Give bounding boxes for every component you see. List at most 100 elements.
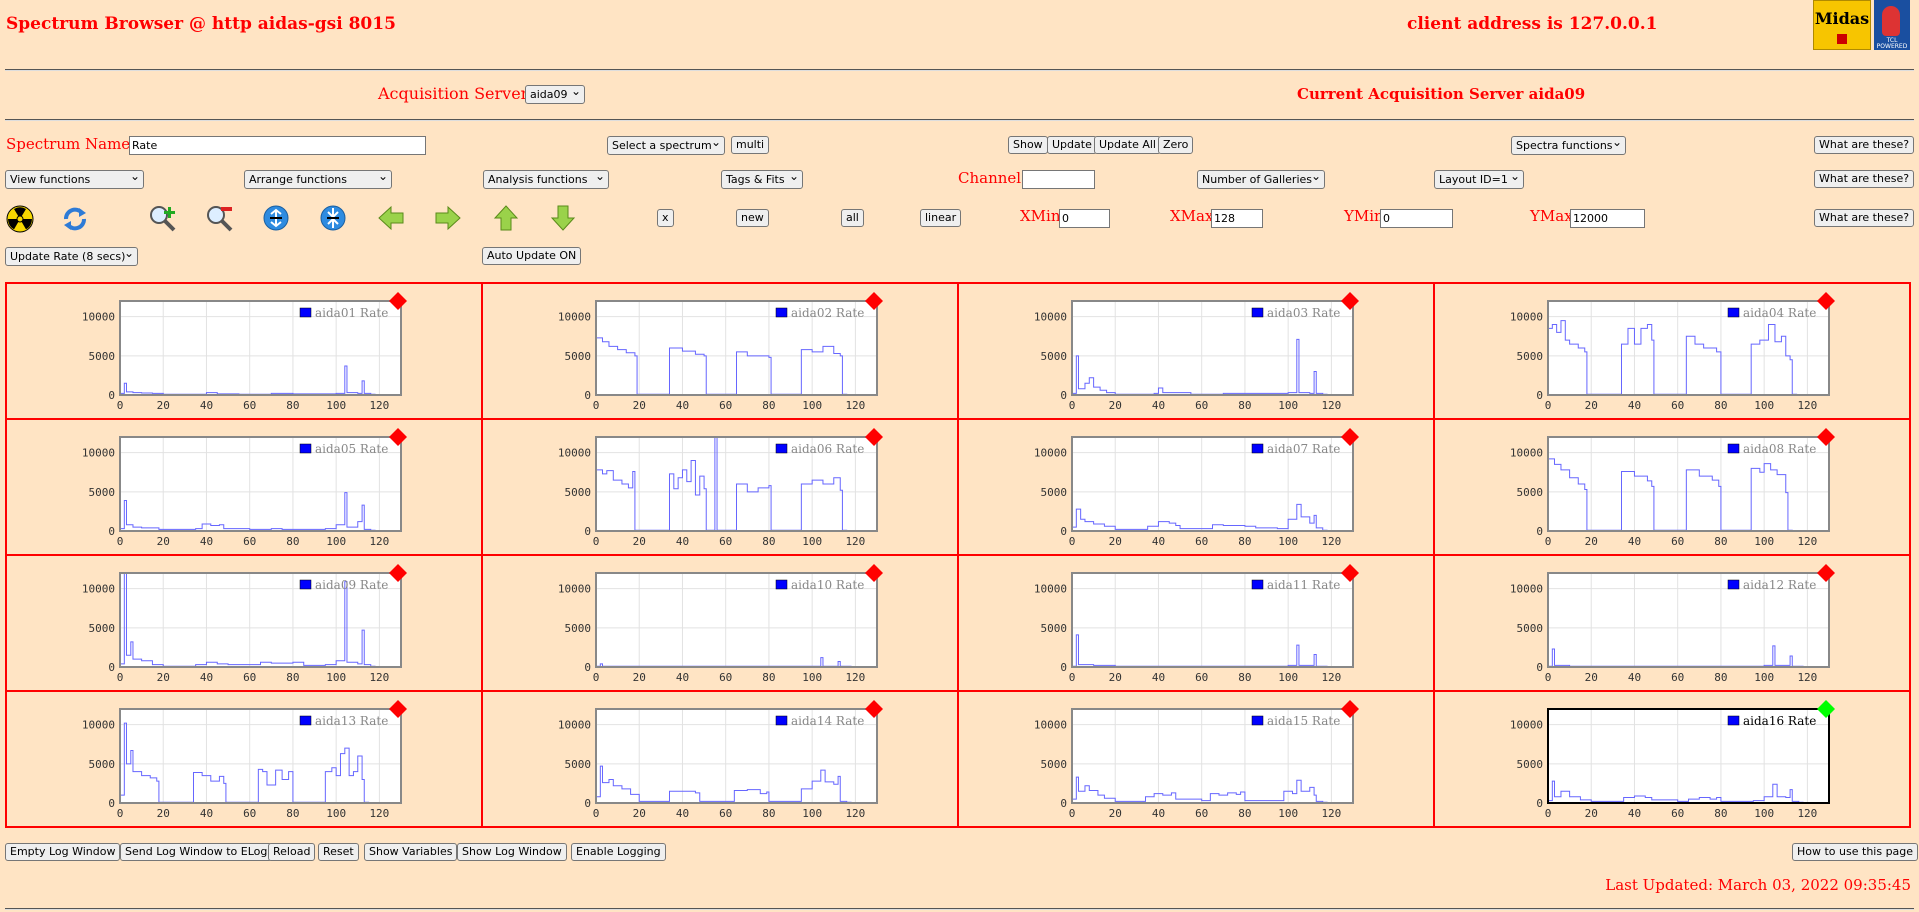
update-rate-dropdown[interactable]: Update Rate (8 secs) [5, 245, 138, 266]
tags-fits-dropdown[interactable]: Tags & Fits [721, 168, 803, 189]
zero-button[interactable]: Zero [1158, 136, 1194, 154]
spectrum-cell-aida10[interactable]: 0 20 40 60 80 100 120 0 5000 10000 aida10 Rate [482, 555, 958, 691]
select-marker-icon[interactable] [865, 700, 883, 718]
y-tick-label: 0 [584, 661, 591, 674]
view-functions-dropdown[interactable]: View functions [5, 168, 144, 189]
select-marker-icon[interactable] [1341, 564, 1359, 582]
select-marker-icon[interactable] [1817, 292, 1835, 310]
refresh-icon[interactable] [61, 205, 89, 233]
zoom-in-icon[interactable] [148, 204, 176, 232]
auto-update-button[interactable]: Auto Update ON [482, 247, 582, 265]
x-tick-label: 80 [1238, 807, 1251, 820]
select-marker-icon[interactable] [865, 292, 883, 310]
ymin-input[interactable] [1380, 209, 1453, 228]
spectrum-cell-aida13[interactable]: 0 20 40 60 80 100 120 0 5000 10000 aida13 Rate [6, 691, 482, 827]
show-button[interactable]: Show [1008, 136, 1048, 154]
spectrum-cell-aida14[interactable]: 0 20 40 60 80 100 120 0 5000 10000 aida14 Rate [482, 691, 958, 827]
spectra-functions-dropdown[interactable]: Spectra functions [1511, 134, 1626, 155]
all-button[interactable]: all [841, 209, 864, 227]
linear-button[interactable]: linear [920, 209, 962, 227]
what-are-these-button-3[interactable]: What are these? [1814, 209, 1915, 227]
spectrum-cell-aida01[interactable]: 0 20 40 60 80 100 120 0 5000 10000 aida01 Rate [6, 283, 482, 419]
spectrum-cell-aida07[interactable]: 0 20 40 60 80 100 120 0 5000 10000 aida07 Rate [958, 419, 1434, 555]
select-marker-icon[interactable] [865, 428, 883, 446]
x-tick-label: 80 [1714, 807, 1727, 820]
arrow-down-icon[interactable] [549, 204, 577, 232]
footer-button-send-log-window-to-elog[interactable]: Send Log Window to ELog [120, 843, 273, 861]
spectrum-cell-aida09[interactable]: 0 20 40 60 80 100 120 0 5000 10000 aida09 Rate [6, 555, 482, 691]
y-tick-label: 0 [584, 525, 591, 538]
x-tick-label: 120 [845, 807, 865, 820]
select-marker-icon[interactable] [1817, 700, 1835, 718]
plot-border [119, 300, 402, 396]
zoom-out-icon[interactable] [205, 204, 233, 232]
what-are-these-button-2[interactable]: What are these? [1814, 170, 1915, 188]
select-marker-icon[interactable] [389, 292, 407, 310]
select-marker-icon[interactable] [389, 700, 407, 718]
footer-button-reload[interactable]: Reload [268, 843, 316, 861]
xmax-input[interactable] [1211, 209, 1263, 228]
number-of-galleries-dropdown[interactable]: Number of Galleries [1197, 168, 1325, 189]
select-marker-icon[interactable] [389, 564, 407, 582]
multi-button[interactable]: multi [731, 136, 770, 154]
spectrum-cell-aida12[interactable]: 0 20 40 60 80 100 120 0 5000 10000 aida12 Rate [1434, 555, 1910, 691]
legend-label: aida12 Rate [1743, 578, 1816, 592]
update-all-button[interactable]: Update All [1094, 136, 1161, 154]
spectrum-name-input[interactable] [129, 136, 426, 155]
x-tick-label: 120 [1797, 535, 1817, 548]
arrow-left-icon[interactable] [377, 204, 405, 232]
update-button[interactable]: Update [1047, 136, 1097, 154]
spectrum-cell-aida06[interactable]: 0 20 40 60 80 100 120 0 5000 10000 aida06 Rate [482, 419, 958, 555]
select-marker-icon[interactable] [1817, 564, 1835, 582]
y-tick-label: 0 [1060, 797, 1067, 810]
y-tick-label: 10000 [558, 311, 591, 324]
y-tick-label: 0 [108, 389, 115, 402]
select-marker-icon[interactable] [1817, 428, 1835, 446]
select-marker-icon[interactable] [865, 564, 883, 582]
footer-button-enable-logging[interactable]: Enable Logging [571, 843, 666, 861]
spectrum-cell-aida16[interactable]: 0 20 40 60 80 100 120 0 5000 10000 aida16 Rate [1434, 691, 1910, 827]
spectrum-cell-aida15[interactable]: 0 20 40 60 80 100 120 0 5000 10000 aida15 Rate [958, 691, 1434, 827]
x-tick-label: 100 [1754, 671, 1774, 684]
footer-button-show-log-window[interactable]: Show Log Window [457, 843, 567, 861]
layout-id-dropdown[interactable]: Layout ID=1 [1434, 168, 1524, 189]
spectrum-chart-aida04: 0 20 40 60 80 100 120 0 5000 10000 aida04 Rate [1510, 292, 1835, 412]
plot-border [119, 436, 402, 532]
expand-vertical-icon[interactable] [262, 204, 290, 232]
footer-button-show-variables[interactable]: Show Variables [364, 843, 458, 861]
x-tick-label: 100 [1278, 671, 1298, 684]
ymax-input[interactable] [1570, 209, 1645, 228]
x-tick-label: 20 [157, 399, 170, 412]
x-button[interactable]: x [657, 209, 674, 227]
footer-button-empty-log-window[interactable]: Empty Log Window [5, 843, 121, 861]
compress-vertical-icon[interactable] [319, 204, 347, 232]
select-marker-icon[interactable] [1341, 428, 1359, 446]
arrow-up-icon[interactable] [492, 204, 520, 232]
spectrum-cell-aida02[interactable]: 0 20 40 60 80 100 120 0 5000 10000 aida02 Rate [482, 283, 958, 419]
xmin-input[interactable] [1059, 209, 1110, 228]
radiation-icon[interactable] [6, 205, 34, 233]
select-marker-icon[interactable] [1341, 292, 1359, 310]
arrange-functions-dropdown[interactable]: Arrange functions [244, 168, 392, 189]
spectrum-chart-aida07: 0 20 40 60 80 100 120 0 5000 10000 aida07 Rate [1034, 428, 1359, 548]
acquisition-server-select[interactable]: aida09 [525, 83, 585, 104]
x-tick-label: 0 [593, 807, 600, 820]
select-spectrum-dropdown[interactable]: Select a spectrum [607, 134, 725, 155]
last-updated: Last Updated: March 03, 2022 09:35:45 [1605, 876, 1911, 894]
new-button[interactable]: new [736, 209, 769, 227]
spectrum-cell-aida04[interactable]: 0 20 40 60 80 100 120 0 5000 10000 aida04 Rate [1434, 283, 1910, 419]
spectrum-cell-aida03[interactable]: 0 20 40 60 80 100 120 0 5000 10000 aida03 Rate [958, 283, 1434, 419]
how-to-use-button[interactable]: How to use this page [1792, 843, 1919, 861]
arrow-right-icon[interactable] [434, 204, 462, 232]
spectrum-cell-aida08[interactable]: 0 20 40 60 80 100 120 0 5000 10000 aida08 Rate [1434, 419, 1910, 555]
spectrum-cell-aida11[interactable]: 0 20 40 60 80 100 120 0 5000 10000 aida11 Rate [958, 555, 1434, 691]
analysis-functions-dropdown[interactable]: Analysis functions [483, 168, 609, 189]
spectrum-cell-aida05[interactable]: 0 20 40 60 80 100 120 0 5000 10000 aida05 Rate [6, 419, 482, 555]
logo-emblem [1837, 34, 1847, 44]
legend-swatch [299, 307, 312, 318]
select-marker-icon[interactable] [1341, 700, 1359, 718]
channel-input[interactable] [1022, 170, 1095, 189]
footer-button-reset[interactable]: Reset [318, 843, 359, 861]
select-marker-icon[interactable] [389, 428, 407, 446]
what-are-these-button-1[interactable]: What are these? [1814, 136, 1915, 154]
